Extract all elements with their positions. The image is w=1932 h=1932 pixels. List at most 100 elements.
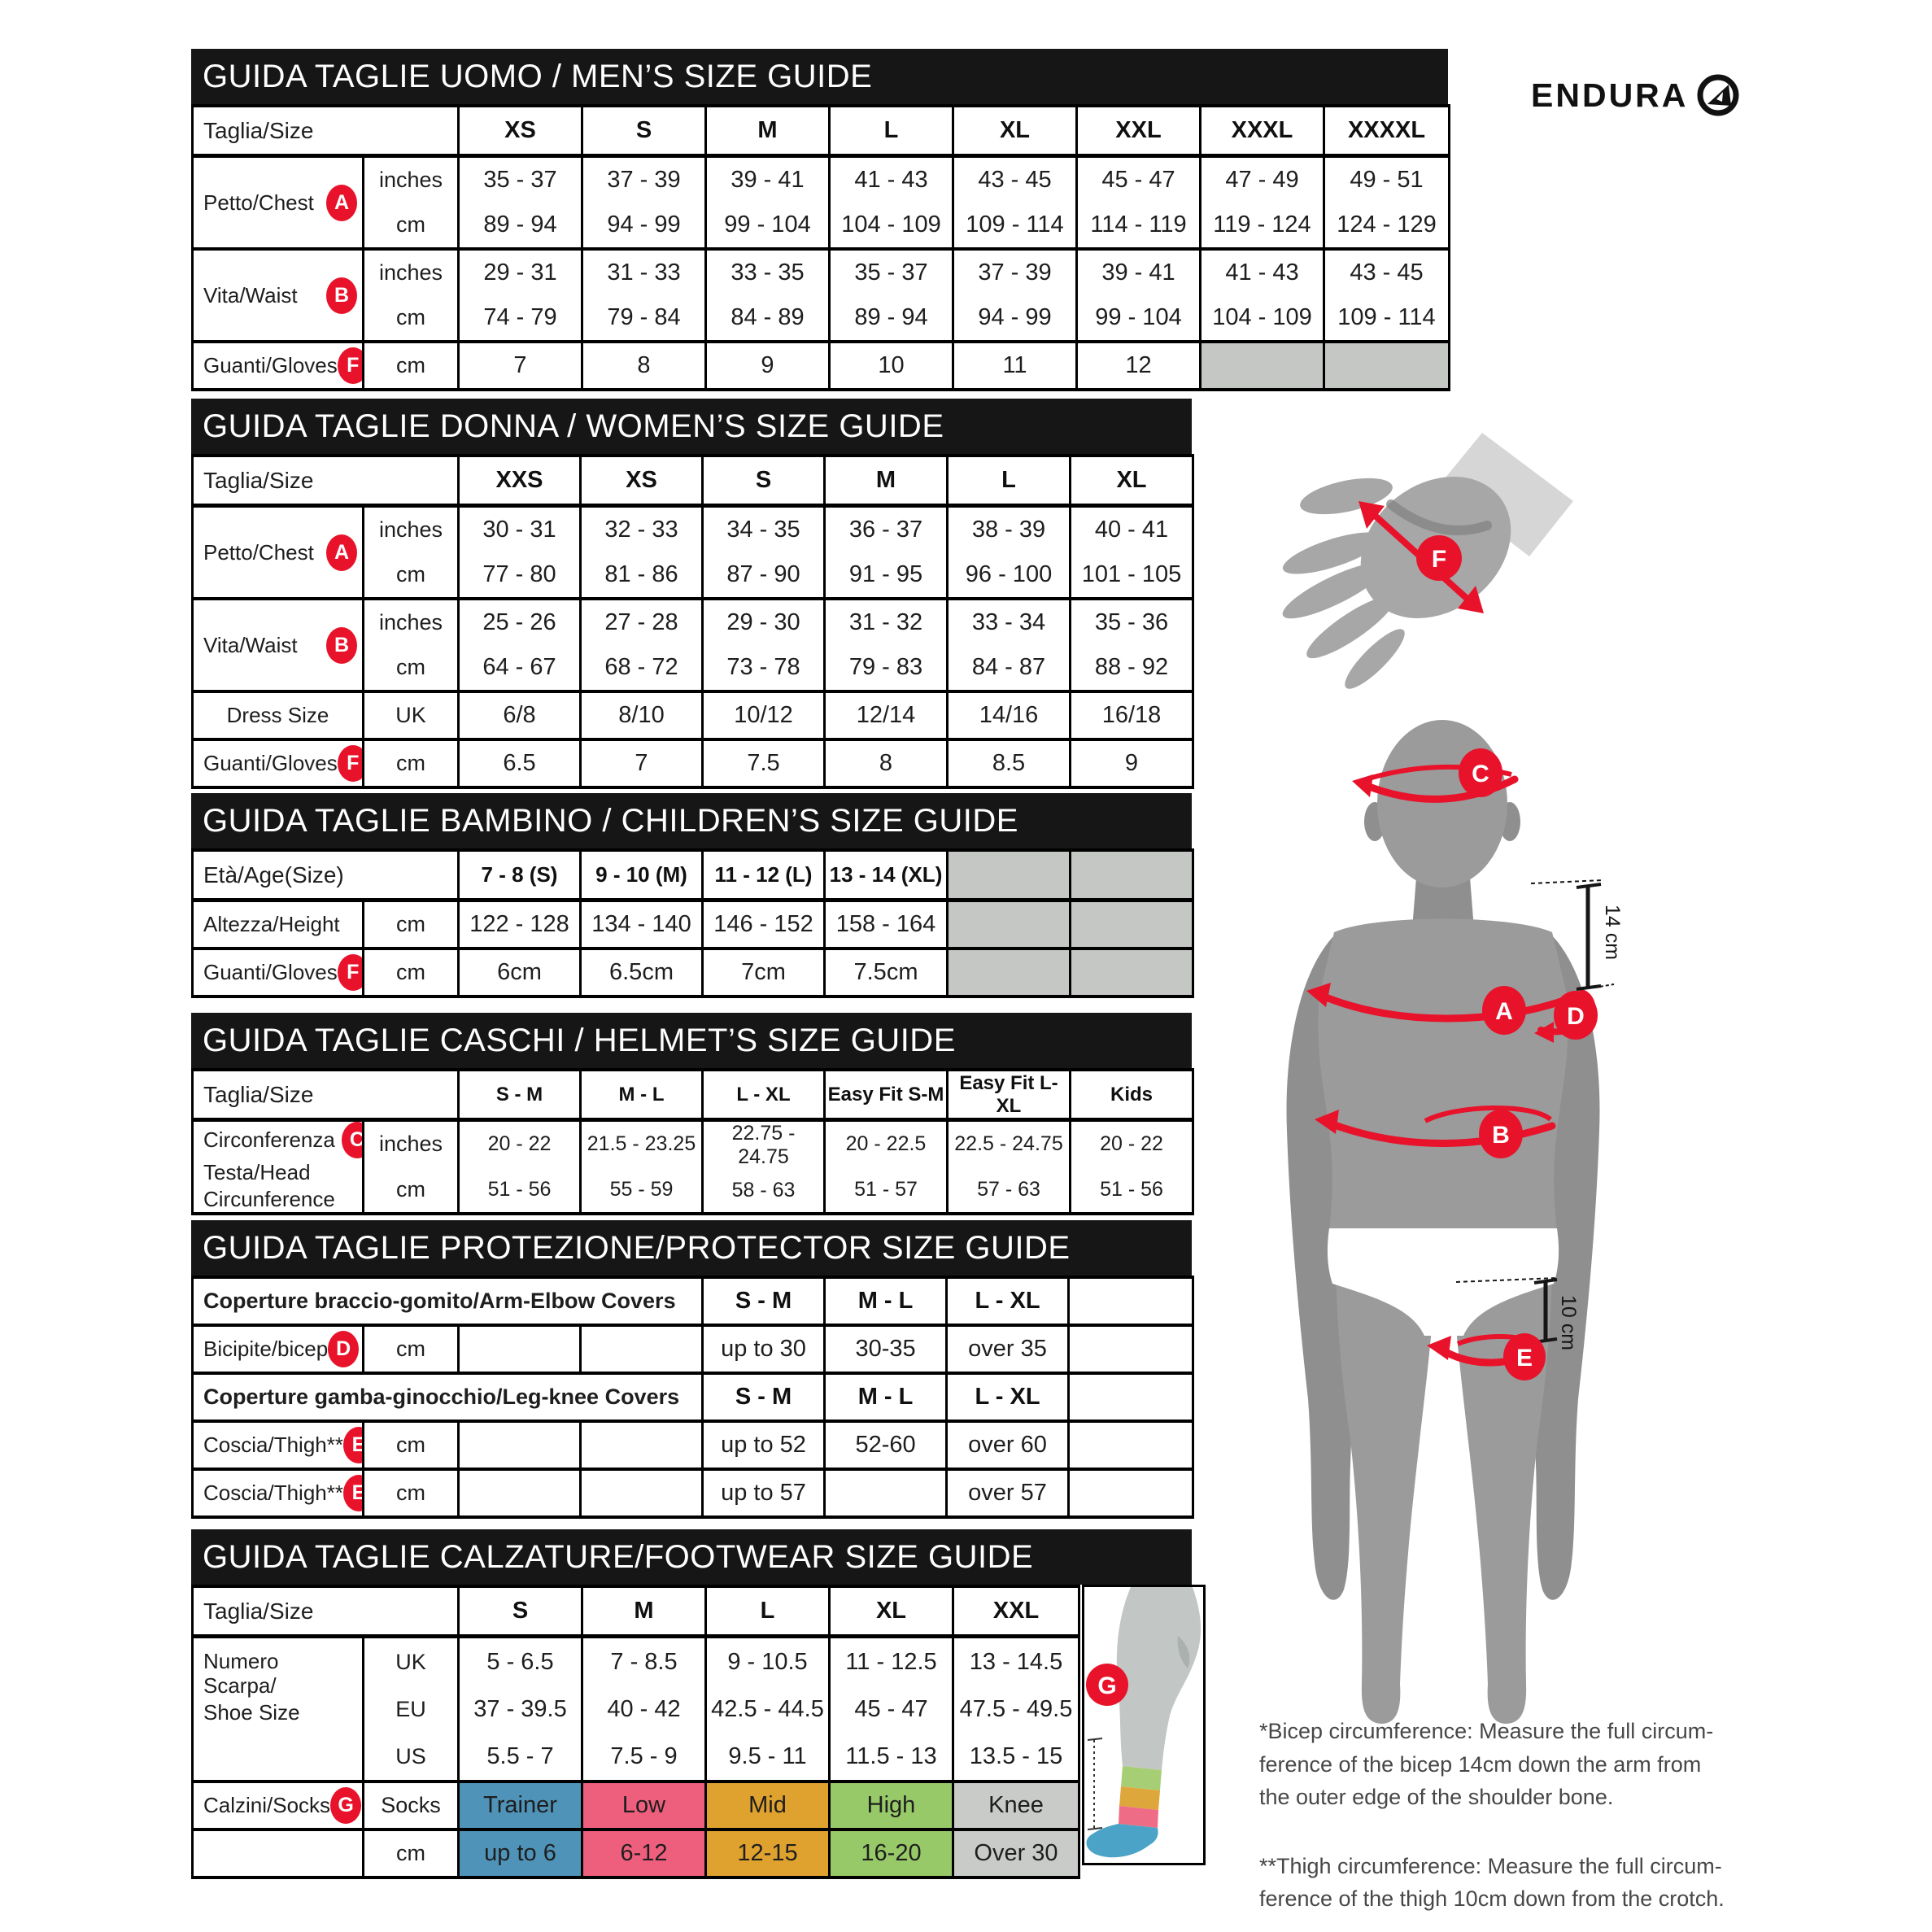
value-text: 104 - 109 bbox=[1212, 304, 1312, 330]
value-text: 68 - 72 bbox=[604, 654, 678, 680]
empty-gray-cell bbox=[1323, 340, 1450, 391]
row-label-text: Circunference bbox=[203, 1186, 335, 1211]
value-text: 42.5 - 44.5 bbox=[711, 1695, 824, 1722]
sock-band-high bbox=[1121, 1766, 1162, 1790]
column-header-cell: XXL bbox=[952, 1585, 1080, 1638]
value-text: 88 - 92 bbox=[1094, 654, 1169, 680]
section-header-cell: Taglia/Size bbox=[191, 454, 460, 508]
table-row: Coperture braccio-gomito/Arm-Elbow Cover… bbox=[190, 1276, 1195, 1327]
value-cell: Knee bbox=[952, 1780, 1080, 1831]
section-header-cell: Coperture braccio-gomito/Arm-Elbow Cover… bbox=[190, 1276, 704, 1327]
unit-text: cm bbox=[396, 212, 425, 237]
unit-cell: cm bbox=[362, 340, 460, 391]
value-text: 109 - 114 bbox=[966, 212, 1064, 238]
value-cell: 38 - 39 96 - 100 bbox=[946, 504, 1071, 600]
marker-letter-thigh: E bbox=[1516, 1345, 1533, 1372]
value-cell: 35 - 36 88 - 92 bbox=[1069, 597, 1194, 693]
value-cell: 29 - 30 73 - 78 bbox=[701, 597, 826, 693]
column-header-cell: S - M bbox=[701, 1276, 826, 1327]
column-header-cell: M bbox=[704, 104, 831, 158]
value-text: 31 - 32 bbox=[848, 609, 923, 635]
value-cell: 22.5 - 24.75 57 - 63 bbox=[946, 1118, 1071, 1215]
value-text: 13 - 14.5 bbox=[969, 1648, 1063, 1675]
footnote-bicep: *Bicep circumference: Measure the full c… bbox=[1259, 1719, 1714, 1809]
value-cell: 16-20 bbox=[828, 1828, 954, 1879]
column-header-cell: 11 - 12 (L) bbox=[701, 848, 826, 902]
value-cell: 11 bbox=[952, 340, 1078, 391]
value-cell: Trainer bbox=[457, 1780, 583, 1831]
value-text: 89 - 94 bbox=[483, 212, 557, 238]
marker-badge-F bbox=[1416, 535, 1462, 581]
unit-cell: inches cm bbox=[362, 154, 460, 251]
value-cell: Over 30 bbox=[952, 1828, 1080, 1879]
column-header-cell: XL bbox=[828, 1585, 954, 1638]
value-text: 99 - 104 bbox=[1095, 304, 1182, 330]
empty-cell bbox=[1067, 1468, 1195, 1519]
value-cell: 49 - 51 124 - 129 bbox=[1323, 154, 1450, 251]
row-label-text: Coscia/Thigh** bbox=[203, 1433, 343, 1457]
sock-band-mid bbox=[1119, 1786, 1160, 1810]
table-row: Dress Size UK 6/8 8/10 10/12 12/14 14/16 16/18 bbox=[191, 690, 1194, 741]
value-cell: 134 - 140 bbox=[579, 898, 704, 950]
row-label-text: Shoe Size bbox=[203, 1699, 300, 1725]
protector-size-table: GUIDA TAGLIE PROTEZIONE/PROTECTOR SIZE G… bbox=[190, 1220, 1195, 1519]
value-cell: 36 - 37 91 - 95 bbox=[823, 504, 949, 600]
value-text: 20 - 22.5 bbox=[845, 1132, 927, 1156]
marker-badge-B bbox=[1479, 1110, 1523, 1158]
value-text: 37 - 39.5 bbox=[473, 1695, 567, 1722]
empty-gray-cell bbox=[946, 898, 1071, 950]
value-cell: 39 - 41 99 - 104 bbox=[1075, 247, 1202, 343]
value-cell: Low bbox=[581, 1780, 707, 1831]
value-text: 5.5 - 7 bbox=[486, 1742, 554, 1769]
value-text: 81 - 86 bbox=[604, 561, 678, 587]
row-label-cell: Circonferenza C Testa/Head Circunference bbox=[191, 1118, 364, 1215]
unit-cell: inches cm bbox=[362, 504, 460, 600]
column-header-cell: S bbox=[581, 104, 707, 158]
value-cell: 11 - 12.5 45 - 47 11.5 - 13 bbox=[828, 1634, 954, 1783]
value-cell: 30 - 31 77 - 80 bbox=[457, 504, 582, 600]
value-cell: 8.5 bbox=[946, 738, 1071, 789]
unit-text: cm bbox=[396, 305, 425, 329]
unit-cell: cm bbox=[362, 1468, 460, 1519]
waist-band bbox=[1315, 1105, 1556, 1147]
section-header-cell: Taglia/Size bbox=[191, 1585, 460, 1638]
empty-cell bbox=[191, 1828, 364, 1879]
empty-cell bbox=[1067, 1372, 1195, 1423]
value-cell: 7.5cm bbox=[823, 947, 949, 998]
value-cell: 21.5 - 23.25 55 - 59 bbox=[579, 1118, 704, 1215]
empty-cell bbox=[457, 1420, 582, 1471]
column-header-cell: M - L bbox=[823, 1276, 949, 1327]
table-title-bar: GUIDA TAGLIE CASCHI / HELMET’S SIZE GUID… bbox=[191, 1013, 1192, 1068]
womens-size-table: GUIDA TAGLIE DONNA / WOMEN’S SIZE GUIDE T… bbox=[191, 399, 1194, 789]
column-header-cell: L - XL bbox=[701, 1068, 826, 1122]
empty-cell bbox=[1067, 1276, 1195, 1327]
unit-text: inches bbox=[378, 168, 443, 192]
endura-logo-mark-icon bbox=[1697, 74, 1739, 116]
row-label-text: Guanti/Gloves bbox=[203, 960, 338, 984]
value-text: 101 - 105 bbox=[1081, 561, 1182, 587]
value-text: 35 - 36 bbox=[1094, 609, 1169, 635]
empty-cell bbox=[578, 1420, 704, 1471]
value-cell: 20 - 22 51 - 56 bbox=[1069, 1118, 1194, 1215]
value-cell: up to 6 bbox=[457, 1828, 583, 1879]
marker-badge-E: E bbox=[342, 1475, 361, 1511]
table-row: Calzini/Socks G Socks Trainer Low Mid High Knee bbox=[191, 1780, 1080, 1831]
value-text: 99 - 104 bbox=[724, 212, 811, 238]
value-text: 39 - 41 bbox=[730, 167, 805, 193]
marker-badge-C: C bbox=[341, 1123, 361, 1158]
value-cell: 37 - 39 94 - 99 bbox=[952, 247, 1078, 343]
marker-badge-B: B bbox=[326, 277, 357, 314]
value-cell: 122 - 128 bbox=[457, 898, 582, 950]
table-row: Taglia/Size XXS XS S M L XL bbox=[191, 454, 1194, 508]
table-title-bar: GUIDA TAGLIE BAMBINO / CHILDREN’S SIZE G… bbox=[191, 793, 1192, 848]
value-text: 38 - 39 bbox=[971, 517, 1046, 543]
marker-badge-A bbox=[1482, 986, 1526, 1035]
table-title-bar: GUIDA TAGLIE CALZATURE/FOOTWEAR SIZE GUI… bbox=[191, 1529, 1192, 1585]
value-text: 119 - 124 bbox=[1213, 212, 1311, 238]
value-cell: 12/14 bbox=[823, 690, 949, 741]
column-header-cell: XXS bbox=[457, 454, 582, 508]
marker-letter-head: C bbox=[1472, 761, 1489, 787]
